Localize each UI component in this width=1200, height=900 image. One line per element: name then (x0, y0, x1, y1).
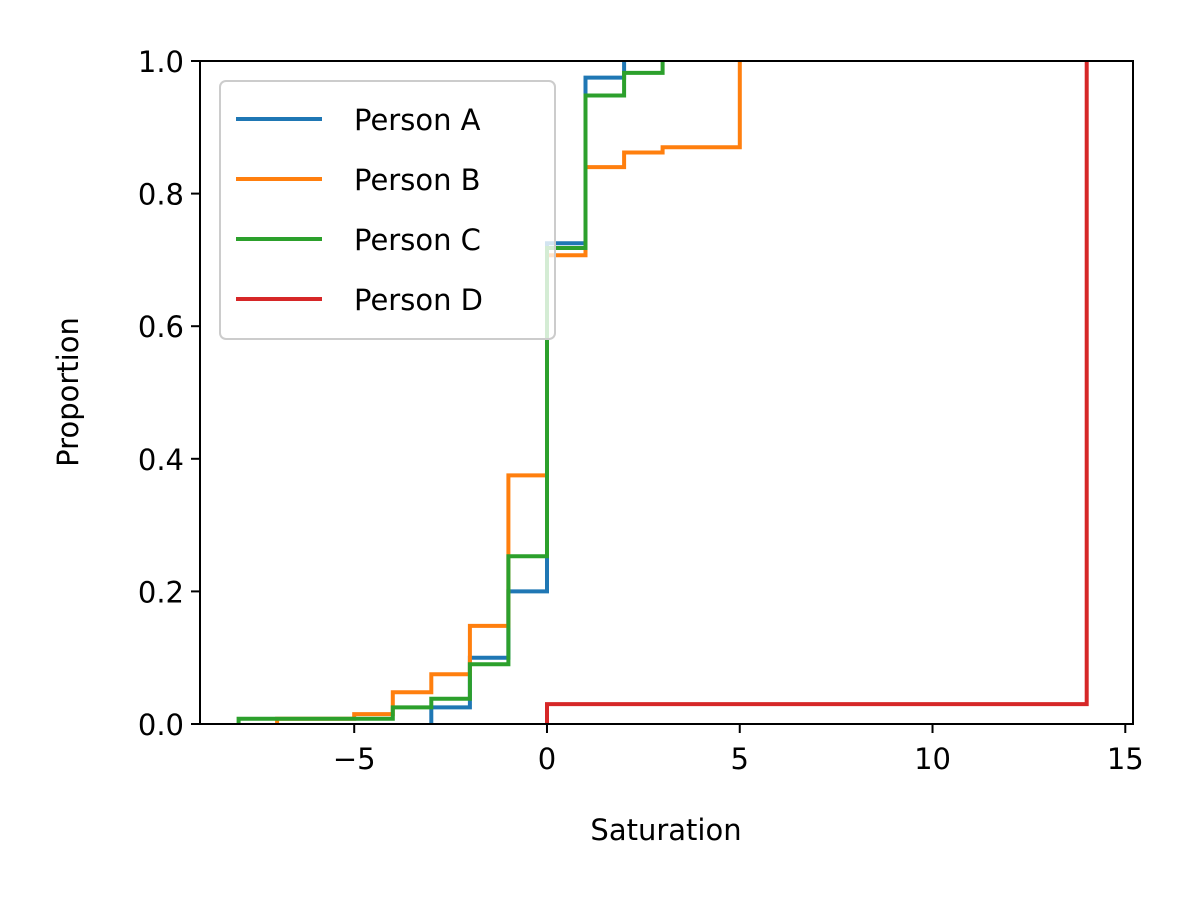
x-tick-label: −5 (333, 742, 376, 776)
ticks-layer: −5 0 5 10 15 0.0 0.2 0.4 0.6 0.8 1.0 (138, 45, 1144, 776)
y-tick-label: 0.0 (138, 708, 184, 742)
legend-box (219, 80, 556, 340)
y-tick-label: 0.8 (138, 178, 184, 212)
legend-label: Person C (354, 223, 481, 257)
legend-label: Person D (354, 283, 483, 317)
x-tick-label: 10 (914, 742, 951, 776)
y-tick-label: 0.6 (138, 310, 184, 344)
x-tick-label: 5 (731, 742, 749, 776)
legend-label: Person B (354, 163, 481, 197)
legend: Person A Person B Person C Person D (219, 80, 556, 340)
y-tick-label: 0.4 (138, 443, 184, 477)
series-line-person-a (429, 61, 627, 724)
x-tick-label: 15 (1107, 742, 1144, 776)
series-line-person-c (236, 61, 665, 724)
y-tick-label: 1.0 (138, 45, 184, 79)
y-axis-label: Proportion (51, 317, 85, 467)
series-layer (236, 61, 1089, 724)
legend-label: Person A (354, 103, 481, 137)
series-line-person-d (545, 61, 1089, 724)
x-tick-label: 0 (538, 742, 556, 776)
y-tick-label: 0.2 (138, 575, 184, 609)
x-axis-label: Saturation (590, 813, 741, 847)
axes-frame (199, 60, 1134, 725)
series-line-person-b (275, 61, 742, 724)
